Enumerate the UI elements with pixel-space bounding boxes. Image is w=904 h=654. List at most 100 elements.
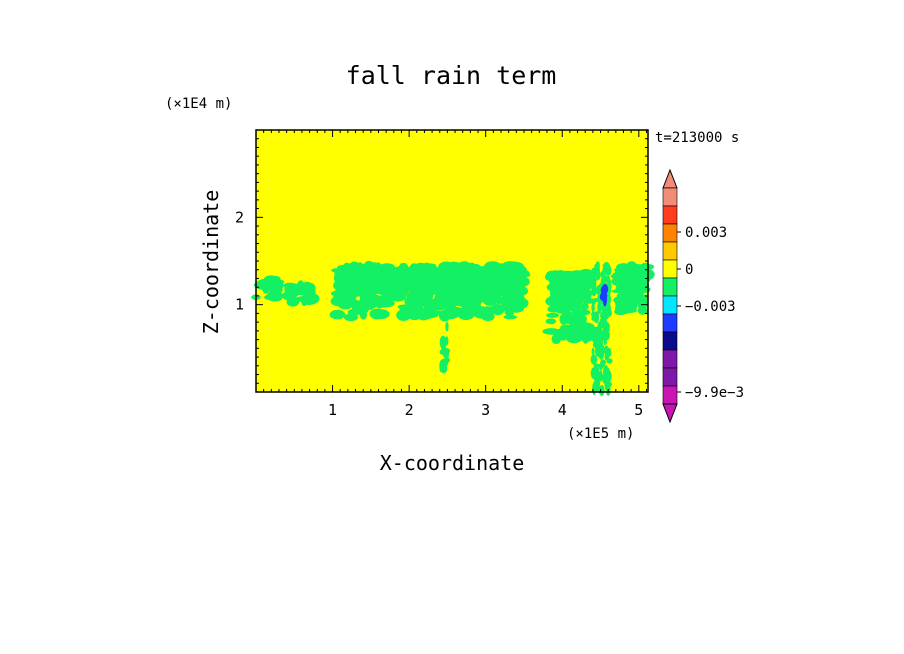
contour-blob	[595, 284, 603, 296]
contour-blob	[619, 291, 629, 301]
contour-blob	[601, 333, 606, 341]
feature-negative-patch	[599, 284, 609, 307]
y-unit-label: (×1E4 m)	[165, 96, 232, 112]
contour-blob	[346, 290, 357, 303]
contour-blob	[631, 279, 638, 286]
x-axis: 1 2 3 4 5	[263, 130, 647, 419]
contour-blob	[369, 308, 387, 320]
y-tick-label: 1	[235, 296, 244, 314]
contour-blob	[503, 314, 517, 320]
contour-blob	[397, 304, 409, 310]
contour-blob	[400, 275, 419, 282]
contour-blob	[593, 378, 601, 388]
contour-blob	[433, 296, 444, 303]
contour-blob	[567, 322, 585, 334]
colorbar-level	[662, 259, 678, 279]
y-tick-label: 2	[235, 208, 244, 226]
contour-blob	[591, 347, 595, 356]
contour-blob	[343, 263, 355, 270]
contour-blob	[430, 283, 440, 290]
field-background	[256, 130, 648, 392]
contour-blob	[601, 315, 607, 328]
contour-blob	[338, 284, 354, 292]
contour-blob	[509, 275, 525, 285]
contour-blob	[376, 296, 394, 303]
x-tick-label: 4	[558, 401, 567, 419]
colorbar-level	[662, 295, 678, 315]
contour-blob	[606, 358, 613, 364]
contour-blob	[486, 286, 505, 291]
contour-blob	[475, 306, 489, 318]
x-tick-label: 1	[328, 401, 337, 419]
x-unit-label: (×1E5 m)	[567, 426, 634, 442]
colorbar-level	[662, 277, 678, 297]
contour-blob	[605, 367, 610, 379]
contour-blob	[591, 285, 597, 297]
colorbar-level	[662, 367, 678, 387]
contour-blob	[546, 312, 559, 318]
contour-blob	[591, 298, 596, 306]
contour-blob	[424, 300, 442, 310]
contour-blob	[455, 271, 463, 276]
contour-blob	[591, 303, 595, 313]
contour-blob	[550, 297, 557, 309]
contour-blob	[405, 311, 417, 317]
contour-blob	[371, 282, 385, 294]
contour-blob	[555, 305, 570, 314]
contour-blob	[600, 359, 605, 368]
contour-blob	[445, 321, 449, 332]
contour-blob	[545, 318, 557, 325]
contour-blob	[351, 275, 362, 284]
chart-title: fall rain term	[346, 61, 557, 90]
y-axis-label: Z-coordinate	[199, 190, 223, 335]
contour-blob	[571, 275, 584, 281]
contour-blob	[590, 354, 598, 365]
contour-blob	[488, 293, 500, 301]
colorbar-label: −9.9e−3	[685, 385, 744, 401]
contour-blob	[439, 349, 446, 355]
contour-blob	[389, 267, 402, 278]
contour-blob	[465, 268, 484, 276]
contour-blob	[427, 289, 434, 296]
contour-blob	[478, 269, 496, 277]
contour-blob	[464, 308, 474, 313]
contour-blob	[603, 345, 609, 355]
contour-blob	[476, 275, 489, 283]
contour-blob	[574, 314, 587, 325]
contour-blob	[491, 267, 507, 275]
x-tick-label: 3	[481, 401, 490, 419]
contour-blob	[614, 304, 631, 313]
contour-blob	[560, 274, 573, 282]
contour-blob	[595, 261, 600, 270]
y-axis: 12	[235, 138, 648, 384]
colorbar-level	[662, 187, 678, 207]
contour-blob	[371, 277, 384, 285]
contour-blob	[367, 299, 375, 311]
contour-blob	[559, 313, 568, 325]
contour-blob	[253, 282, 262, 288]
contour-blob	[557, 328, 569, 341]
contour-blob	[343, 313, 359, 322]
contour-blob	[356, 287, 372, 297]
contour-blob	[626, 284, 638, 296]
contour-blob	[329, 309, 346, 320]
contour-blob	[429, 263, 438, 276]
contour-blob	[440, 339, 446, 345]
contour-blob	[581, 302, 588, 308]
time-label: t=213000 s	[655, 130, 739, 146]
contour-blob	[465, 293, 476, 306]
colorbar-level	[662, 223, 678, 243]
contour-blob	[438, 261, 455, 273]
contour-blob	[590, 267, 598, 280]
contour-blob	[578, 288, 588, 299]
contour-blob	[409, 297, 423, 310]
contour-blob	[338, 301, 353, 310]
contour-blob	[383, 279, 401, 287]
colorbar: 0.003 0 −0.003 −9.9e−3	[662, 168, 744, 424]
contour-blob	[590, 367, 598, 380]
contour-blob	[579, 332, 594, 342]
contour-blob	[514, 285, 528, 296]
contour-blob	[403, 283, 413, 290]
contour-blob	[601, 301, 609, 316]
